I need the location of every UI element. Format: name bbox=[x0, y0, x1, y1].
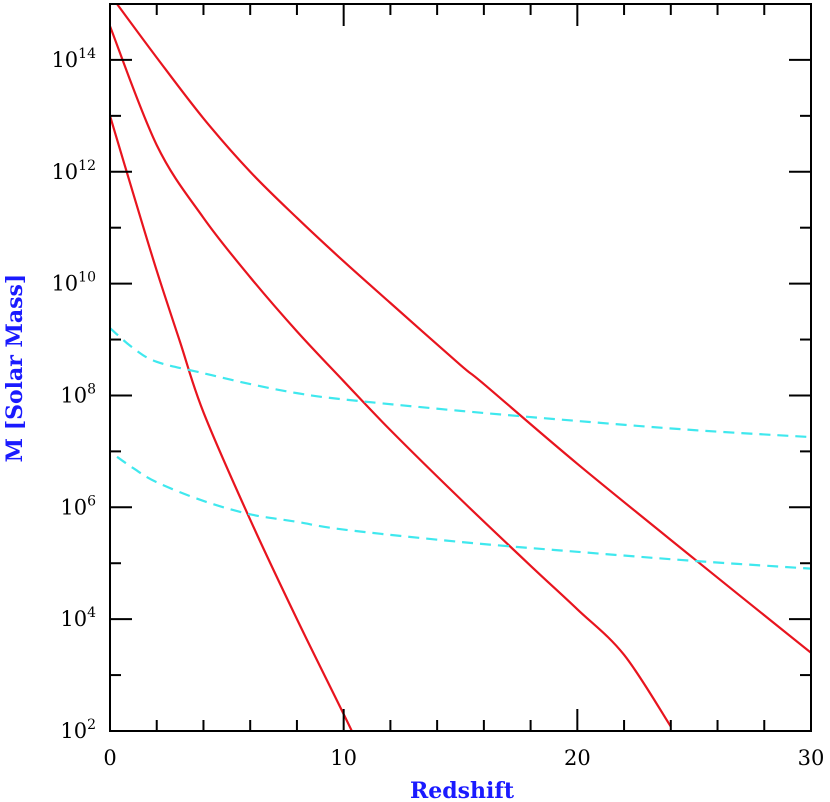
x-tick-label: 0 bbox=[103, 746, 116, 770]
solid-series-line-1 bbox=[110, 115, 354, 731]
y-tick-label: 1012 bbox=[51, 158, 96, 184]
x-tick-label: 10 bbox=[330, 746, 357, 770]
y-tick-label: 108 bbox=[60, 381, 96, 407]
y-tick-label: 1010 bbox=[51, 270, 96, 296]
x-axis-title: Redshift bbox=[410, 778, 515, 802]
x-tick-label: 30 bbox=[798, 746, 825, 770]
y-tick-label: 1014 bbox=[51, 46, 96, 72]
solid-series-line-2 bbox=[110, 25, 672, 728]
ticks-layer bbox=[109, 3, 812, 732]
y-axis-title: M [Solar Mass] bbox=[2, 274, 28, 463]
labels-layer: 0 10 20 30 102 104 106 108 1010 1012 1014 bbox=[51, 46, 824, 770]
y-tick-label: 104 bbox=[60, 605, 96, 631]
x-tick-label: 20 bbox=[564, 746, 591, 770]
solid-series-line-3 bbox=[116, 4, 811, 654]
y-tick-label: 106 bbox=[60, 493, 96, 519]
dashed-series-line-5 bbox=[116, 455, 811, 570]
plot-frame bbox=[109, 3, 812, 732]
dashed-series-line-4 bbox=[110, 327, 811, 439]
y-tick-label: 102 bbox=[60, 717, 96, 743]
series-layer bbox=[110, 4, 811, 731]
